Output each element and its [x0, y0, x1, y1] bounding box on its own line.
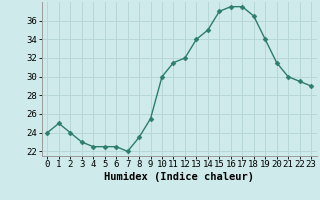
- X-axis label: Humidex (Indice chaleur): Humidex (Indice chaleur): [104, 172, 254, 182]
